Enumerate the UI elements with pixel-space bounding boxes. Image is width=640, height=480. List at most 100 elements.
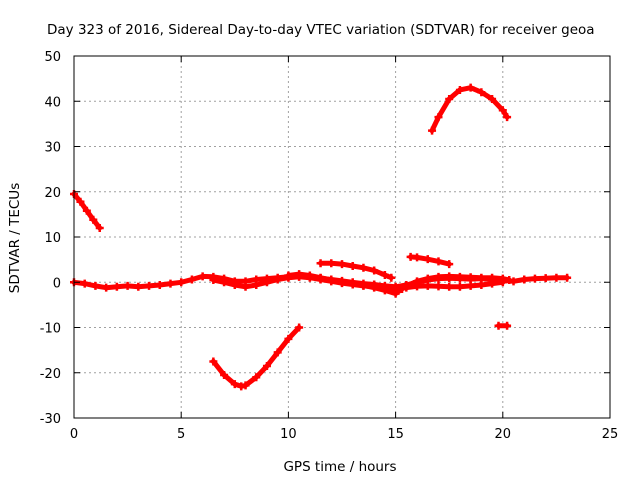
data-point [498, 106, 507, 115]
series-short-dash [494, 321, 512, 330]
data-point [230, 280, 239, 289]
data-point [466, 273, 475, 282]
data-point [295, 270, 304, 279]
data-point [241, 381, 250, 390]
data-point [155, 280, 164, 289]
data-point [445, 272, 454, 281]
data-point [434, 113, 443, 122]
data-point [445, 282, 454, 291]
data-point [348, 261, 357, 270]
data-point [445, 94, 454, 103]
data-point [494, 321, 503, 330]
data-point [89, 215, 98, 224]
y-tick-label: -30 [40, 412, 61, 427]
data-point [466, 281, 475, 290]
data-point [338, 278, 346, 287]
data-point [262, 278, 271, 287]
data-point [455, 85, 464, 94]
data-point [305, 271, 314, 280]
data-point [503, 113, 512, 122]
data-point [262, 361, 271, 370]
y-tick-label: -20 [40, 367, 61, 382]
data-point [91, 281, 100, 290]
y-tick-label: 20 [44, 186, 61, 201]
series-arc-peak [428, 83, 512, 135]
data-point [198, 272, 207, 281]
x-tick-label: 5 [177, 427, 185, 442]
data-point [82, 206, 91, 215]
data-point [348, 280, 357, 289]
series-arc-dip [209, 323, 304, 391]
x-tick-label: 20 [495, 427, 512, 442]
data-point [477, 273, 486, 282]
data-point [295, 323, 304, 332]
data-point [123, 281, 132, 290]
series-shelf-mid [316, 259, 396, 282]
data-point [241, 282, 250, 291]
data-point [230, 380, 239, 389]
series-line [210, 325, 302, 389]
data-point [477, 88, 486, 97]
data-point [391, 289, 400, 298]
x-axis-title: GPS time / hours [283, 459, 396, 475]
data-point [102, 283, 111, 292]
data-point [187, 275, 196, 284]
y-axis-title: SDTVAR / TECUs [7, 183, 23, 293]
data-point [563, 273, 572, 282]
data-point [423, 274, 432, 283]
data-point [273, 275, 282, 284]
data-point [316, 259, 325, 268]
data-point [252, 373, 261, 382]
data-point [541, 274, 550, 283]
y-tick-label: -10 [40, 322, 61, 337]
data-point [359, 263, 368, 272]
data-point [220, 278, 229, 287]
data-point [327, 275, 336, 284]
data-point [209, 275, 218, 284]
series-layer [70, 83, 572, 391]
data-point [380, 271, 389, 280]
grid-layer [74, 56, 610, 418]
data-point [338, 260, 346, 269]
data-point [134, 282, 143, 291]
tick-layer: 0 5 10 15 20 25 -30 -20 -10 0 10 20 30 40 50 [40, 50, 619, 442]
data-point [505, 275, 514, 284]
data-point [284, 334, 293, 343]
data-point [428, 126, 437, 135]
data-point [413, 277, 422, 286]
chart-title: Day 323 of 2016, Sidereal Day-to-day VTE… [47, 22, 595, 38]
y-tick-label: 0 [53, 276, 61, 291]
data-point [455, 282, 464, 291]
data-point [455, 272, 464, 281]
data-point [252, 280, 261, 289]
data-point [327, 259, 336, 268]
data-point [423, 281, 432, 290]
data-point [520, 275, 529, 284]
data-point [284, 271, 293, 280]
data-point [402, 281, 411, 290]
data-point [434, 257, 443, 266]
data-point [273, 348, 282, 357]
x-tick-label: 25 [602, 427, 619, 442]
data-point [95, 223, 104, 232]
data-point [359, 281, 368, 290]
data-point [76, 197, 85, 206]
data-point [413, 253, 422, 262]
data-point [477, 280, 486, 289]
series-baseline-c [284, 270, 514, 298]
data-point [316, 273, 325, 282]
data-point [166, 279, 175, 288]
x-tick-label: 15 [387, 427, 404, 442]
data-point [488, 273, 497, 282]
x-tick-label: 10 [280, 427, 297, 442]
y-tick-label: 30 [44, 141, 61, 156]
data-point [177, 278, 186, 287]
series-decline-start [70, 190, 104, 232]
data-point [466, 83, 475, 92]
y-tick-label: 40 [44, 95, 61, 110]
data-point [145, 281, 154, 290]
data-point [387, 273, 396, 282]
data-point [80, 279, 89, 288]
data-point [530, 274, 539, 283]
data-point [370, 266, 379, 275]
